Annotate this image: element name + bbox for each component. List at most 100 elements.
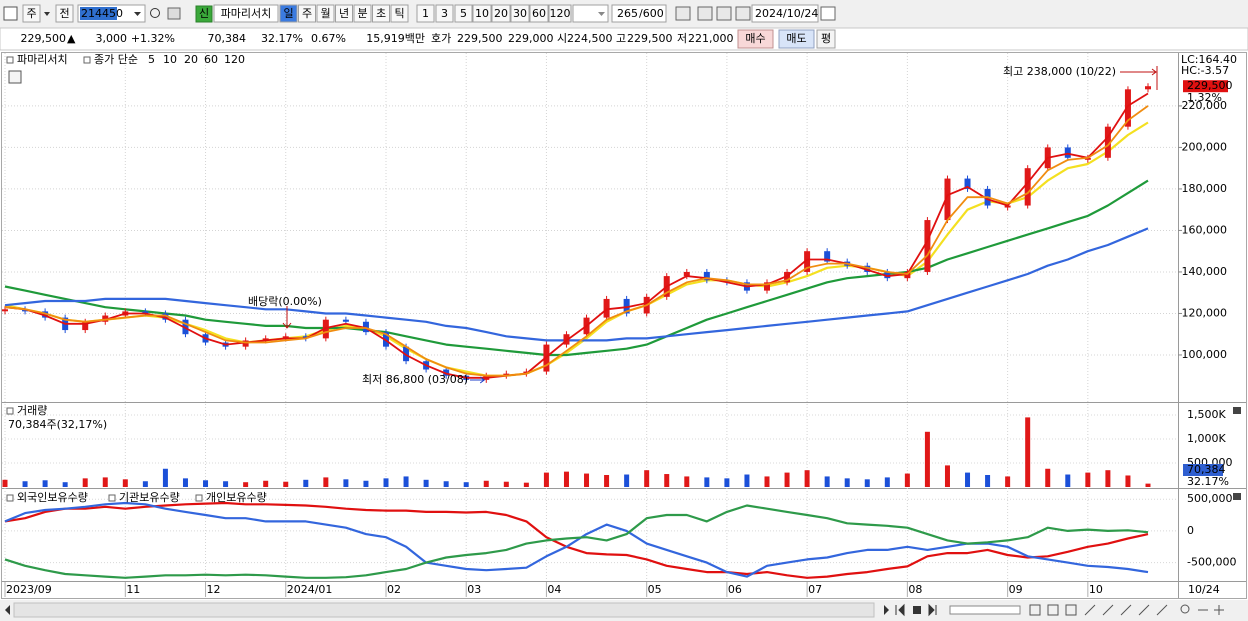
volume-bar: [182, 478, 188, 487]
candle: [262, 338, 269, 341]
button[interactable]: [353, 4, 372, 23]
button[interactable]: [529, 4, 549, 23]
search-icon[interactable]: [150, 8, 160, 18]
icon[interactable]: [3, 6, 18, 21]
volume-bar: [243, 482, 249, 487]
button[interactable]: [316, 4, 335, 23]
button[interactable]: [548, 4, 572, 23]
legend-box: [6, 494, 14, 502]
tool-icon[interactable]: [697, 6, 713, 21]
dropdown-arrow[interactable]: [44, 12, 50, 16]
dropdown-arrow[interactable]: [134, 12, 141, 16]
button-label: 20: [494, 7, 508, 20]
candle: [683, 271, 690, 277]
icon[interactable]: [1065, 604, 1077, 616]
button-label: 3: [441, 7, 448, 20]
button-label: 10: [475, 7, 489, 20]
legend-entry: 120: [224, 53, 245, 66]
button[interactable]: [372, 4, 390, 23]
playback-buttons: [895, 603, 937, 617]
volume-bar: [844, 478, 850, 487]
button[interactable]: [55, 4, 74, 23]
quote-change-pct: +1.32%: [131, 32, 175, 45]
volume-bar: [523, 482, 529, 487]
dropdown-arrow[interactable]: [598, 12, 605, 16]
panel-close[interactable]: [1233, 493, 1241, 500]
volume-bar: [42, 480, 48, 487]
button[interactable]: [279, 4, 298, 23]
button-label: /600: [639, 7, 664, 20]
x-tick-label: 2024/01: [287, 583, 333, 596]
icon[interactable]: [1029, 604, 1041, 616]
quote-high-label: 고: [616, 32, 626, 45]
button[interactable]: [572, 4, 609, 23]
scroll-left[interactable]: [5, 605, 10, 615]
current-volume-box: [1183, 464, 1223, 476]
button-label: 120: [550, 7, 571, 20]
y-tick-label: 180,000: [1182, 182, 1228, 195]
button[interactable]: [751, 4, 819, 23]
y-tick-label: 1,500K: [1187, 408, 1226, 421]
button-label: 265: [617, 7, 638, 20]
button[interactable]: [435, 4, 454, 23]
candle: [162, 313, 169, 320]
speaker-icon[interactable]: [167, 7, 181, 20]
panel-close[interactable]: [1233, 407, 1241, 414]
quote-buy: 매수: [745, 32, 765, 45]
x-tick-label: 12: [207, 583, 221, 596]
calendar-icon[interactable]: [820, 6, 836, 21]
button[interactable]: [510, 4, 530, 23]
button[interactable]: [472, 4, 492, 23]
button[interactable]: [416, 4, 435, 23]
tool-icon[interactable]: [675, 6, 691, 21]
candle: [182, 319, 189, 335]
annotation-low: 최저 86,800 (03/08): [362, 373, 468, 386]
button[interactable]: [298, 4, 316, 23]
volume-title: 거래량: [17, 404, 47, 417]
sell-button[interactable]: [778, 29, 815, 49]
button[interactable]: [491, 4, 511, 23]
legend-box: [195, 494, 203, 502]
candle: [1084, 157, 1091, 160]
volume-bar: [704, 477, 710, 487]
avg-button[interactable]: [816, 29, 836, 49]
icon[interactable]: [1198, 605, 1224, 615]
candle: [864, 265, 871, 272]
volume-subtitle: 70,384주(32,17%): [8, 418, 107, 431]
x-tick-label: 02: [387, 583, 401, 596]
volume-bar: [924, 431, 930, 487]
y-tick-label: -500,000: [1187, 556, 1236, 569]
x-tick-label: 03: [467, 583, 481, 596]
icon[interactable]: [1180, 604, 1190, 614]
current-volume-pct: 32.17%: [1187, 475, 1229, 488]
volume-bar: [1045, 468, 1051, 487]
button[interactable]: [390, 4, 409, 23]
volume-bar: [62, 482, 68, 487]
tool-icon[interactable]: [716, 6, 732, 21]
button[interactable]: [22, 4, 41, 23]
panel-icon[interactable]: [8, 70, 22, 84]
tool-icon[interactable]: [735, 6, 751, 21]
candle: [302, 336, 309, 339]
code-highlight: [80, 7, 117, 20]
button[interactable]: [454, 4, 473, 23]
quote-sell: 매도: [786, 32, 806, 45]
zoom-slider[interactable]: [949, 605, 1021, 615]
button[interactable]: [213, 4, 279, 23]
buy-button[interactable]: [737, 29, 774, 49]
btn-first[interactable]: [895, 603, 905, 617]
volume-bar: [604, 474, 610, 487]
button[interactable]: [335, 4, 353, 23]
btn-stop[interactable]: [913, 606, 921, 614]
volume-bar: [463, 482, 469, 487]
button-label: 5: [460, 7, 467, 20]
scroll-right[interactable]: [884, 605, 889, 615]
quote-bid: 229,000: [508, 32, 554, 45]
candle: [42, 311, 49, 318]
icon[interactable]: [1084, 604, 1168, 616]
icon[interactable]: [1047, 604, 1059, 616]
btn-next[interactable]: [928, 603, 937, 617]
scrollbar-track[interactable]: [13, 602, 875, 618]
x-tick-label: 06: [728, 583, 742, 596]
legend-entry: 20: [184, 53, 198, 66]
